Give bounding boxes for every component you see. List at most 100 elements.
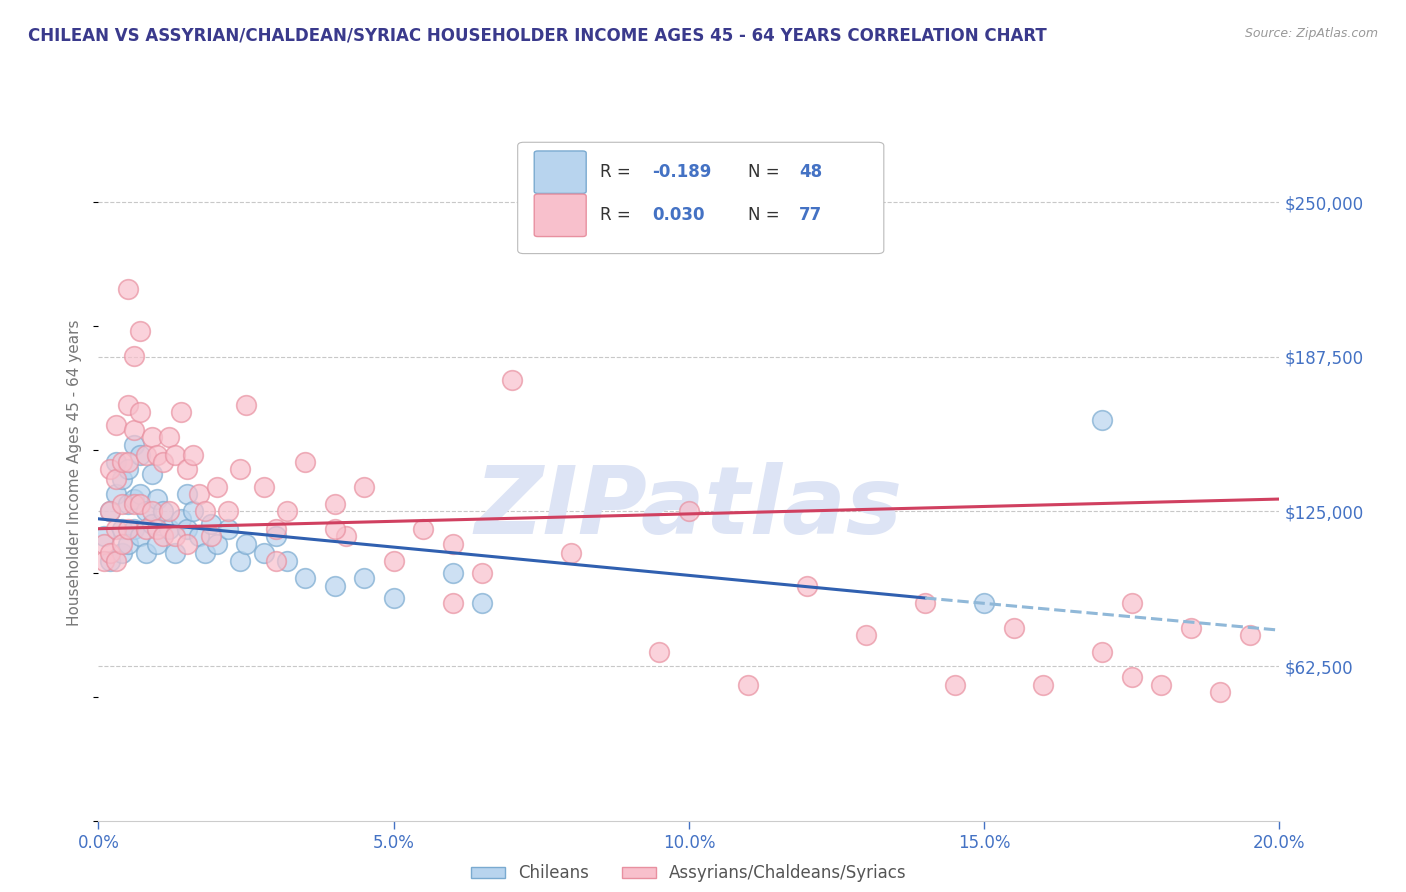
Point — [335, 529, 357, 543]
Point — [353, 571, 375, 585]
Point — [176, 487, 198, 501]
Point — [194, 546, 217, 560]
Point — [141, 516, 163, 531]
Point — [111, 497, 134, 511]
Point — [141, 430, 163, 444]
Point — [235, 398, 257, 412]
Point — [323, 497, 346, 511]
Point — [146, 491, 169, 506]
Point — [117, 522, 139, 536]
Point — [276, 504, 298, 518]
Point — [98, 504, 121, 518]
Point — [105, 487, 128, 501]
Point — [264, 529, 287, 543]
Point — [165, 546, 187, 560]
Point — [1002, 621, 1025, 635]
Point — [111, 522, 134, 536]
Text: 0.030: 0.030 — [652, 206, 704, 224]
Point — [253, 546, 276, 560]
Point — [181, 504, 204, 518]
Point — [1239, 628, 1261, 642]
Point — [560, 546, 582, 560]
Point — [141, 467, 163, 482]
Point — [128, 487, 150, 501]
Point — [165, 529, 187, 543]
Point — [1032, 677, 1054, 691]
Point — [146, 536, 169, 550]
Point — [217, 504, 239, 518]
Point — [141, 504, 163, 518]
Point — [105, 455, 128, 469]
Point — [648, 645, 671, 659]
Point — [135, 522, 157, 536]
Point — [117, 455, 139, 469]
Point — [441, 596, 464, 610]
Point — [441, 536, 464, 550]
Point — [170, 512, 193, 526]
Point — [1121, 596, 1143, 610]
Point — [176, 536, 198, 550]
Point — [200, 529, 222, 543]
Point — [323, 579, 346, 593]
Point — [157, 430, 180, 444]
Legend: Chileans, Assyrians/Chaldeans/Syriacs: Chileans, Assyrians/Chaldeans/Syriacs — [465, 857, 912, 888]
Point — [323, 522, 346, 536]
Text: N =: N = — [748, 206, 785, 224]
Point — [276, 554, 298, 568]
Point — [205, 536, 228, 550]
Point — [152, 504, 174, 518]
Point — [135, 504, 157, 518]
Point — [146, 448, 169, 462]
Point — [98, 504, 121, 518]
Point — [122, 437, 145, 451]
Point — [157, 504, 180, 518]
Point — [165, 448, 187, 462]
Text: 77: 77 — [799, 206, 823, 224]
Point — [128, 405, 150, 419]
Point — [501, 373, 523, 387]
Point — [914, 596, 936, 610]
Point — [264, 554, 287, 568]
Point — [441, 566, 464, 581]
Text: N =: N = — [748, 163, 785, 181]
Point — [105, 472, 128, 486]
Point — [128, 324, 150, 338]
FancyBboxPatch shape — [534, 194, 586, 236]
Point — [105, 522, 128, 536]
Point — [111, 455, 134, 469]
Point — [200, 516, 222, 531]
Point — [353, 480, 375, 494]
Point — [1180, 621, 1202, 635]
Point — [122, 349, 145, 363]
Point — [471, 566, 494, 581]
Point — [105, 417, 128, 432]
Point — [117, 398, 139, 412]
Point — [1150, 677, 1173, 691]
Point — [229, 462, 252, 476]
Point — [205, 480, 228, 494]
Point — [855, 628, 877, 642]
Point — [135, 546, 157, 560]
Point — [294, 455, 316, 469]
Point — [146, 522, 169, 536]
Point — [382, 591, 405, 605]
Point — [229, 554, 252, 568]
Point — [152, 529, 174, 543]
Point — [98, 546, 121, 560]
Point — [235, 536, 257, 550]
Point — [128, 529, 150, 543]
Point — [217, 522, 239, 536]
Point — [412, 522, 434, 536]
FancyBboxPatch shape — [534, 151, 586, 194]
Point — [181, 448, 204, 462]
Point — [117, 462, 139, 476]
Point — [157, 522, 180, 536]
Text: -0.189: -0.189 — [652, 163, 711, 181]
Point — [128, 448, 150, 462]
Point — [117, 536, 139, 550]
Point — [93, 554, 115, 568]
Point — [1121, 670, 1143, 684]
Point — [678, 504, 700, 518]
Point — [152, 455, 174, 469]
Point — [176, 462, 198, 476]
